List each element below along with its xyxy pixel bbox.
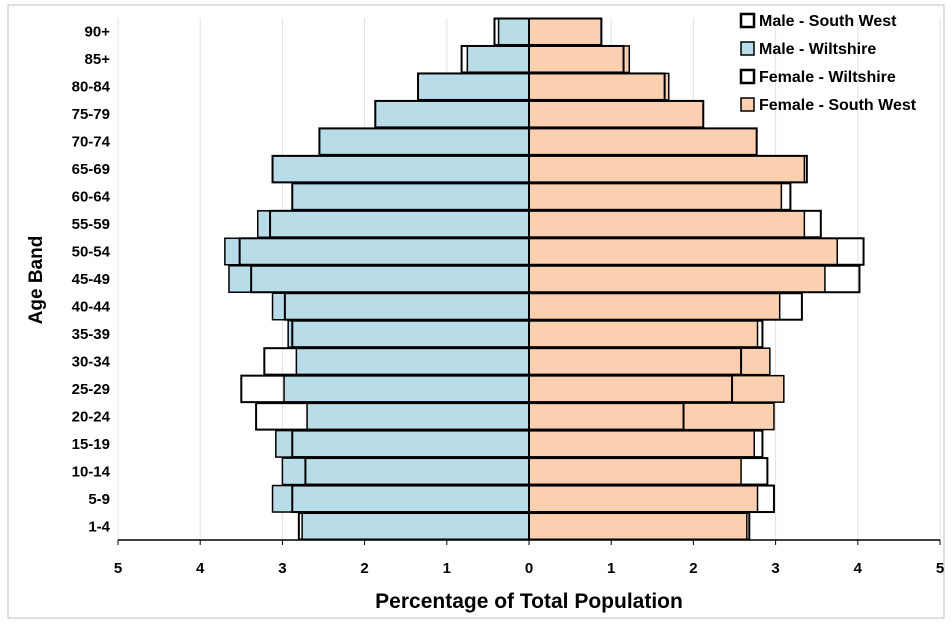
x-tick-label: 5	[936, 560, 944, 577]
bar-female-south-west	[528, 182, 783, 211]
x-tick-label: 1	[607, 560, 615, 577]
bar-female-south-west	[528, 457, 742, 486]
bar-male-wiltshire	[271, 292, 530, 321]
bar-male-wiltshire	[374, 100, 530, 129]
bar-female-south-west	[528, 402, 775, 431]
bar-male-wiltshire	[497, 17, 530, 46]
x-tick-label: 0	[525, 560, 533, 577]
bar-female-south-west	[528, 100, 705, 129]
x-tick-label: 2	[360, 560, 368, 577]
bar-male-wiltshire	[228, 265, 530, 293]
x-tick-label: 2	[689, 560, 697, 577]
bar-male-wiltshire	[287, 319, 530, 348]
bar-female-south-west	[528, 347, 771, 376]
y-tick-label: 65-69	[72, 161, 110, 178]
bar-female-south-west	[528, 72, 670, 101]
legend-swatch	[739, 12, 756, 29]
y-tick-label: 55-59	[72, 216, 110, 233]
bar-female-south-west	[528, 512, 748, 541]
bar-female-south-west	[528, 319, 759, 348]
bar-female-south-west	[528, 17, 603, 46]
y-tick-label: 30-34	[72, 353, 111, 370]
bar-female-south-west	[528, 265, 826, 293]
bar-male-wiltshire	[271, 155, 530, 184]
x-axis-title: Percentage of Total Population	[375, 590, 683, 613]
bar-female-south-west	[528, 292, 781, 321]
legend-swatch	[740, 97, 755, 112]
y-tick-label: 35-39	[72, 326, 110, 343]
y-tick-label: 20-24	[72, 408, 111, 425]
bar-female-south-west	[528, 155, 806, 184]
bar-female-south-west	[528, 374, 785, 403]
bar-male-wiltshire	[271, 484, 530, 513]
bar-female-south-west	[528, 127, 758, 156]
y-tick-label: 85+	[85, 51, 111, 68]
legend: Male - South West Male - Wiltshire Female …	[739, 12, 917, 114]
x-tick-label: 5	[114, 560, 122, 577]
bar-male-wiltshire	[306, 402, 530, 431]
bar-male-wiltshire	[281, 457, 530, 486]
bar-female-south-west	[528, 237, 838, 266]
bar-male-wiltshire	[466, 45, 530, 74]
y-axis-title: Age Band	[26, 236, 47, 325]
bar-female-south-west	[528, 45, 631, 74]
legend-label: Female - South West	[759, 97, 917, 114]
x-tick-label: 3	[771, 560, 779, 577]
bar-male-wiltshire	[256, 210, 530, 239]
legend-swatch	[739, 68, 756, 85]
legend-label: Male - Wiltshire	[759, 41, 876, 58]
bar-male-wiltshire	[283, 374, 530, 403]
bar-female-south-west	[528, 210, 806, 239]
bar-male-wiltshire	[417, 72, 530, 101]
axes: 5 4 3 2 1 0 1 2 3 4 5 90+ 85+ 80-84 75-79 70-74 65-69 60-…	[72, 18, 944, 577]
y-tick-label: 15-19	[72, 436, 110, 453]
bar-female-south-west	[528, 484, 759, 513]
y-tick-label: 45-49	[72, 271, 110, 288]
x-tick-label: 4	[196, 560, 205, 577]
y-tick-label: 75-79	[72, 106, 110, 123]
x-tick-label: 1	[443, 560, 451, 577]
legend-label: Male - South West	[759, 13, 897, 30]
bar-male-wiltshire	[275, 429, 530, 458]
bars	[224, 17, 865, 541]
bar-male-wiltshire	[301, 512, 530, 541]
y-tick-label: 60-64	[72, 189, 111, 206]
y-tick-label: 10-14	[72, 463, 111, 480]
x-tick-label: 3	[278, 560, 286, 577]
y-tick-label: 40-44	[72, 298, 111, 315]
y-tick-label: 5-9	[88, 491, 110, 508]
y-tick-label: 90+	[85, 24, 111, 41]
bar-female-south-west	[528, 429, 755, 458]
y-tick-label: 70-74	[72, 134, 111, 151]
bar-male-wiltshire	[295, 347, 530, 376]
bar-male-wiltshire	[318, 127, 530, 156]
y-tick-label: 1-4	[88, 518, 110, 535]
y-tick-label: 50-54	[72, 244, 111, 261]
x-tick-label: 4	[854, 560, 863, 577]
y-tick-label: 25-29	[72, 381, 110, 398]
legend-label: Female - Wiltshire	[759, 69, 896, 86]
bar-male-wiltshire	[224, 237, 530, 266]
bar-male-wiltshire	[291, 182, 530, 211]
y-tick-label: 80-84	[72, 79, 111, 96]
legend-swatch	[740, 41, 755, 56]
